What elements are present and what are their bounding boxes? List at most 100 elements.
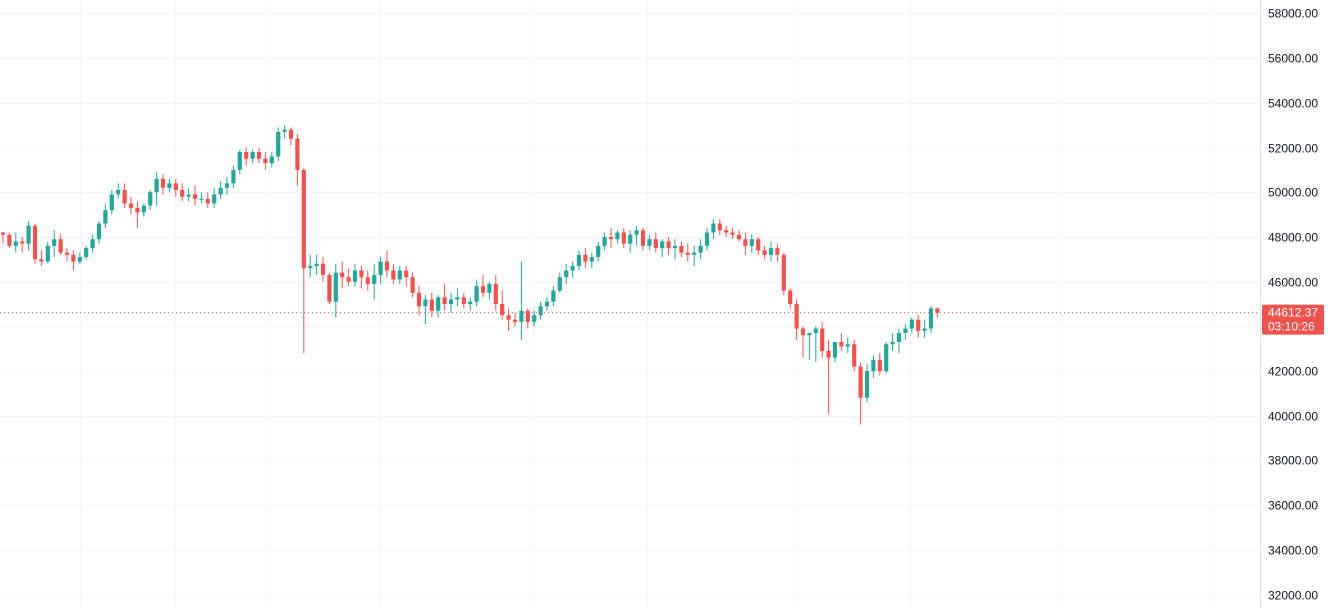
candle xyxy=(909,317,914,334)
candle-body xyxy=(455,297,460,300)
candle-body xyxy=(416,292,422,307)
candle xyxy=(282,125,287,139)
candle xyxy=(813,326,818,363)
candle-body xyxy=(922,328,927,331)
candle xyxy=(589,252,594,269)
candle xyxy=(461,292,466,309)
candle-body xyxy=(333,272,338,302)
y-tick-label: 52000.00 xyxy=(1268,142,1318,156)
candle-body xyxy=(340,272,345,278)
candle-body xyxy=(756,239,761,251)
candle-body xyxy=(672,245,678,249)
candle-body xyxy=(551,290,556,302)
candle xyxy=(116,183,121,199)
candle xyxy=(109,190,114,215)
price-axis[interactable]: 58000.00 56000.00 54000.00 52000.00 50000.00… xyxy=(1268,7,1318,603)
candle xyxy=(45,241,50,264)
candle-body xyxy=(532,315,537,322)
candle-body xyxy=(564,270,569,278)
candle xyxy=(711,219,716,240)
candle-body xyxy=(858,366,863,398)
candle xyxy=(64,248,70,262)
candle-body xyxy=(685,252,690,255)
candle-body xyxy=(410,277,415,293)
candle-body xyxy=(160,178,166,188)
candle-body xyxy=(583,254,588,262)
candle-body xyxy=(58,239,63,253)
candle xyxy=(20,236,25,253)
candle xyxy=(0,232,6,244)
candle-body xyxy=(154,178,159,193)
y-tick-label: 42000.00 xyxy=(1268,365,1318,379)
candle-body xyxy=(500,304,505,316)
candle xyxy=(77,252,82,264)
candle xyxy=(800,326,806,358)
candle xyxy=(212,187,217,208)
candle xyxy=(896,328,902,354)
candle xyxy=(544,297,550,311)
candle-body xyxy=(180,190,185,197)
candle-body xyxy=(480,286,486,293)
candle xyxy=(724,225,729,237)
candle xyxy=(756,236,761,255)
candle xyxy=(237,149,242,175)
candle xyxy=(308,254,313,278)
candle xyxy=(512,312,518,327)
candle xyxy=(538,301,543,320)
candle xyxy=(410,272,415,298)
candle-body xyxy=(282,129,287,132)
candle-body xyxy=(90,239,95,249)
candle xyxy=(845,337,850,354)
candle xyxy=(160,174,166,195)
candle-body xyxy=(743,239,748,246)
candle-body xyxy=(141,205,146,213)
candle-body xyxy=(916,319,921,331)
candle xyxy=(84,245,89,260)
candle-body xyxy=(839,342,844,347)
candle-body xyxy=(384,261,390,271)
candle xyxy=(340,261,345,289)
candle-body xyxy=(781,254,786,291)
y-tick-label: 40000.00 xyxy=(1268,410,1318,424)
candle xyxy=(743,232,748,255)
candle-body xyxy=(557,277,562,291)
candle-body xyxy=(269,156,274,164)
candle-body xyxy=(820,328,825,351)
candle-body xyxy=(436,297,441,311)
candle xyxy=(13,232,18,253)
candle-body xyxy=(320,263,326,275)
y-tick-label: 34000.00 xyxy=(1268,544,1318,558)
last-price-label: 44612.37 xyxy=(1268,306,1318,320)
candle-body xyxy=(391,270,396,280)
candle-body xyxy=(538,306,543,316)
candle xyxy=(263,152,268,170)
y-tick-label: 36000.00 xyxy=(1268,499,1318,513)
y-tick-label: 38000.00 xyxy=(1268,454,1318,468)
candle xyxy=(352,263,358,287)
candle xyxy=(864,364,870,403)
candle-body xyxy=(32,225,38,260)
candle-body xyxy=(52,239,57,246)
y-tick-label: 54000.00 xyxy=(1268,97,1318,111)
candle xyxy=(199,192,204,204)
candle xyxy=(128,196,134,215)
candle xyxy=(455,288,460,307)
candle xyxy=(922,319,927,338)
y-tick-label: 58000.00 xyxy=(1268,7,1318,21)
candle-body xyxy=(352,270,358,282)
candle xyxy=(608,228,614,249)
candle-body xyxy=(647,239,652,246)
candle xyxy=(877,353,882,376)
candle xyxy=(807,333,812,360)
candle xyxy=(621,228,626,249)
candle-body xyxy=(890,342,895,345)
candle xyxy=(416,286,422,316)
candle xyxy=(135,201,140,228)
candle xyxy=(301,167,306,354)
candle-body xyxy=(864,371,870,398)
candle-body xyxy=(448,299,454,304)
candle xyxy=(52,230,57,258)
candle xyxy=(768,241,774,262)
candle-body xyxy=(308,266,313,269)
